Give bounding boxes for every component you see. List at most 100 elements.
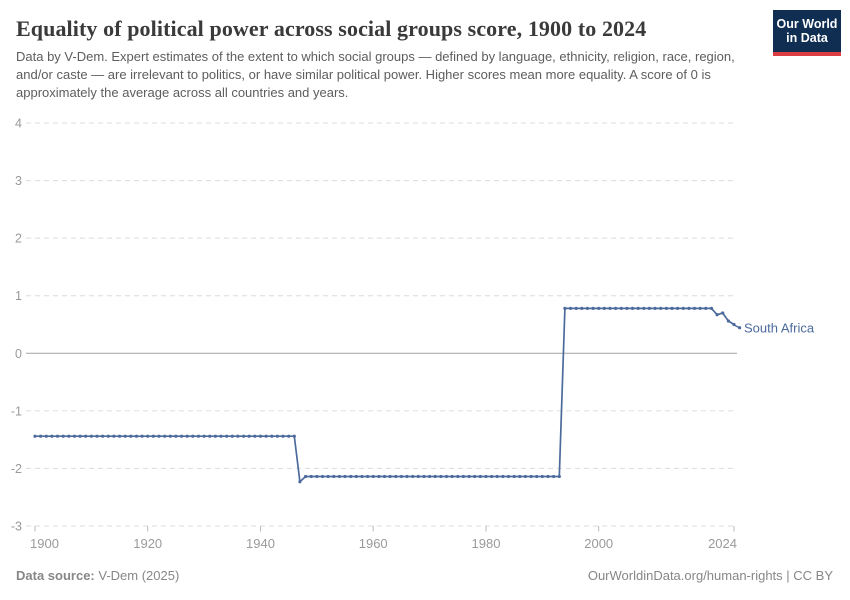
data-point <box>399 474 403 479</box>
y-axis-label: 3 <box>15 174 22 188</box>
data-point <box>247 434 251 438</box>
data-point <box>146 434 150 438</box>
data-point <box>258 434 263 438</box>
data-point <box>591 306 595 310</box>
y-axis-label: -1 <box>11 404 22 418</box>
data-point <box>619 306 623 310</box>
owid-logo-text: Our World in Data <box>773 10 841 52</box>
data-point <box>394 474 398 479</box>
data-point <box>326 474 330 479</box>
data-point <box>55 434 60 438</box>
data-point <box>151 434 155 438</box>
data-point <box>196 434 201 438</box>
data-point <box>264 434 268 438</box>
data-point <box>433 474 437 479</box>
data-point <box>732 322 736 327</box>
data-point <box>625 306 629 310</box>
owid-logo-red-bar <box>773 52 841 56</box>
data-point <box>168 434 172 438</box>
data-point <box>444 474 449 479</box>
data-point <box>478 474 482 479</box>
data-point <box>439 474 443 479</box>
x-axis-label: 1900 <box>30 536 59 551</box>
data-point <box>670 306 674 310</box>
data-point <box>72 434 77 438</box>
data-point <box>552 474 556 479</box>
series-line[interactable] <box>35 307 735 483</box>
data-point <box>630 306 635 310</box>
data-point <box>422 474 426 479</box>
data-point <box>692 306 697 310</box>
data-point <box>174 434 178 438</box>
data-point <box>123 434 127 438</box>
owid-logo[interactable]: Our World in Data <box>773 10 841 56</box>
data-point <box>230 434 234 438</box>
data-point <box>726 319 731 323</box>
data-point <box>118 434 122 438</box>
data-point <box>506 474 511 479</box>
data-point <box>129 434 133 438</box>
data-point <box>602 306 606 310</box>
data-point <box>213 434 217 438</box>
y-axis-label: 0 <box>15 347 22 361</box>
data-point <box>208 434 212 438</box>
data-point <box>112 434 116 438</box>
data-point <box>523 474 528 479</box>
y-axis-label: 2 <box>15 232 22 246</box>
page-title: Equality of political power across socia… <box>16 16 647 41</box>
y-axis-label: 4 <box>15 117 22 131</box>
data-point <box>647 306 652 310</box>
data-point <box>315 474 319 479</box>
credit-link[interactable]: OurWorldinData.org/human-rights | CC BY <box>587 568 833 583</box>
data-point <box>676 306 680 310</box>
owid-logo-line1: Our World <box>776 17 838 31</box>
data-point <box>388 474 392 479</box>
data-point <box>456 474 460 479</box>
entity-label[interactable]: South Africa <box>744 321 815 336</box>
data-point <box>275 434 279 438</box>
data-point <box>597 306 601 310</box>
data-point <box>495 474 499 479</box>
data-point <box>39 434 43 438</box>
data-point <box>44 434 48 438</box>
data-point <box>202 434 206 438</box>
data-point <box>501 474 505 479</box>
data-point <box>50 434 54 438</box>
data-point <box>681 306 685 310</box>
data-point <box>715 313 719 317</box>
data-point <box>704 306 708 310</box>
data-point <box>332 474 336 479</box>
data-source-value: V-Dem (2025) <box>98 568 180 583</box>
data-point <box>281 434 285 438</box>
data-point <box>157 434 161 438</box>
data-point <box>608 306 612 310</box>
data-point <box>428 474 432 479</box>
x-axis-label: 1940 <box>246 536 275 551</box>
data-point <box>636 306 640 310</box>
x-axis-label: 1980 <box>472 536 501 551</box>
data-point <box>242 434 246 438</box>
data-point <box>585 306 590 310</box>
data-point <box>529 474 533 479</box>
data-point <box>163 434 167 438</box>
data-point <box>698 306 702 310</box>
data-point <box>106 434 110 438</box>
data-point <box>574 306 578 310</box>
data-point <box>134 434 139 438</box>
data-point <box>535 474 539 479</box>
data-point <box>61 434 65 438</box>
data-point <box>219 434 223 438</box>
data-point <box>473 474 477 479</box>
data-point <box>721 311 725 315</box>
data-point <box>416 474 420 479</box>
data-point <box>304 474 308 479</box>
data-point <box>484 474 488 479</box>
data-point <box>292 434 296 438</box>
data-point <box>490 474 494 479</box>
data-point <box>557 474 561 479</box>
x-axis-label: 1960 <box>359 536 388 551</box>
y-axis-label: -3 <box>11 520 22 534</box>
data-point <box>518 474 522 479</box>
